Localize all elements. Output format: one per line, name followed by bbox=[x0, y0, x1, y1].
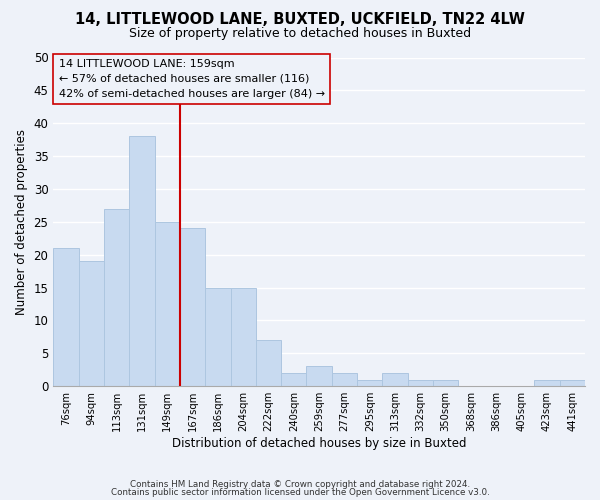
Text: 14, LITTLEWOOD LANE, BUXTED, UCKFIELD, TN22 4LW: 14, LITTLEWOOD LANE, BUXTED, UCKFIELD, T… bbox=[75, 12, 525, 28]
Bar bbox=[129, 136, 155, 386]
Bar bbox=[180, 228, 205, 386]
Bar bbox=[256, 340, 281, 386]
Bar bbox=[205, 288, 230, 386]
Bar bbox=[230, 288, 256, 386]
Bar bbox=[155, 222, 180, 386]
Bar bbox=[104, 208, 129, 386]
Bar bbox=[307, 366, 332, 386]
Bar bbox=[408, 380, 433, 386]
Bar bbox=[535, 380, 560, 386]
Bar bbox=[79, 262, 104, 386]
Y-axis label: Number of detached properties: Number of detached properties bbox=[15, 129, 28, 315]
Bar bbox=[281, 373, 307, 386]
Text: Contains HM Land Registry data © Crown copyright and database right 2024.: Contains HM Land Registry data © Crown c… bbox=[130, 480, 470, 489]
Bar bbox=[382, 373, 408, 386]
Bar bbox=[332, 373, 357, 386]
X-axis label: Distribution of detached houses by size in Buxted: Distribution of detached houses by size … bbox=[172, 437, 466, 450]
Bar bbox=[560, 380, 585, 386]
Text: 14 LITTLEWOOD LANE: 159sqm
← 57% of detached houses are smaller (116)
42% of sem: 14 LITTLEWOOD LANE: 159sqm ← 57% of deta… bbox=[59, 59, 325, 98]
Bar bbox=[433, 380, 458, 386]
Bar bbox=[53, 248, 79, 386]
Bar bbox=[357, 380, 382, 386]
Text: Contains public sector information licensed under the Open Government Licence v3: Contains public sector information licen… bbox=[110, 488, 490, 497]
Text: Size of property relative to detached houses in Buxted: Size of property relative to detached ho… bbox=[129, 28, 471, 40]
